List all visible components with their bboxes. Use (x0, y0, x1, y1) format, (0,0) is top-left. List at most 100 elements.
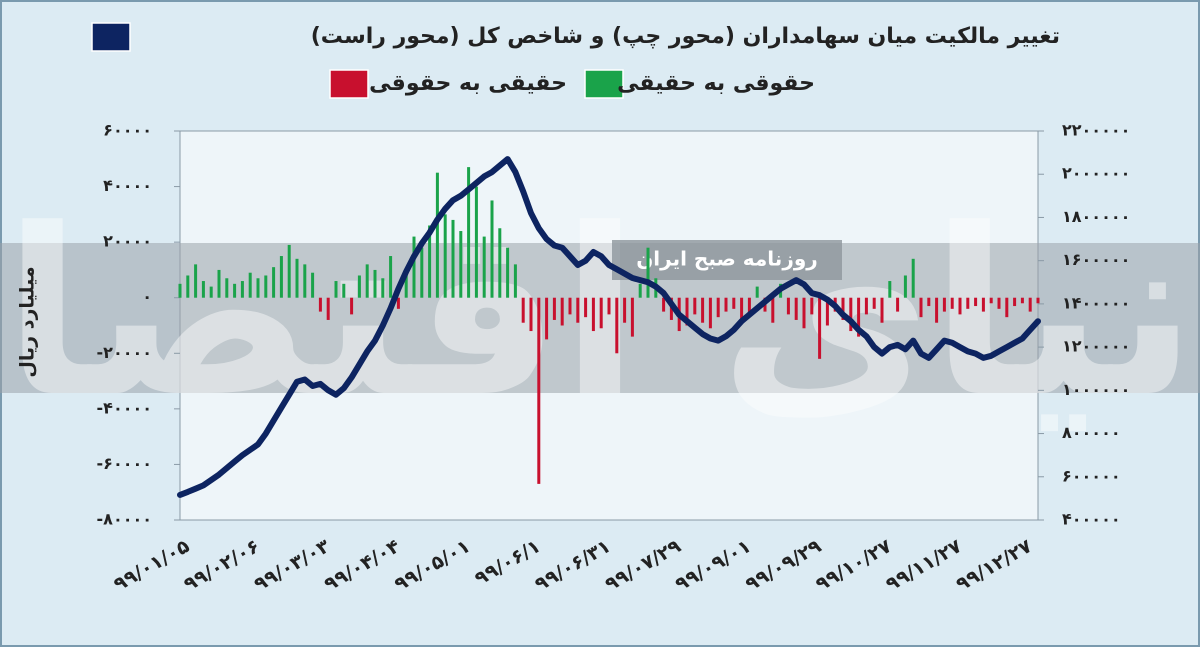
y2-tick-label: ۲۰۰۰۰۰۰ (1062, 164, 1130, 183)
bar (771, 297, 775, 323)
bar (615, 297, 619, 354)
y2-tick-label: ۱۴۰۰۰۰۰ (1062, 293, 1130, 312)
bar (240, 281, 244, 298)
bar (365, 264, 369, 298)
bar (451, 219, 455, 298)
bar (857, 297, 861, 337)
bar (646, 247, 650, 298)
bar (490, 200, 494, 298)
bar (864, 297, 868, 315)
bar (896, 297, 900, 312)
bar (513, 264, 517, 298)
bar (311, 272, 315, 298)
bar (568, 297, 572, 315)
y2-tick-label: ۴۰۰۰۰۰ (1062, 510, 1121, 529)
bar (350, 297, 354, 315)
y2-tick-label: ۲۲۰۰۰۰۰ (1062, 121, 1130, 140)
bar (576, 297, 580, 323)
bar (295, 258, 299, 298)
bar (318, 297, 322, 312)
bar (950, 297, 954, 309)
y-axis-label: میلیارد ریال (17, 266, 39, 377)
bar (716, 297, 720, 318)
legend-swatch (329, 69, 369, 99)
bar (373, 269, 377, 298)
bar (474, 186, 478, 298)
bar (529, 297, 533, 332)
y2-tick-label: ۱۲۰۰۰۰۰ (1062, 337, 1130, 356)
bar (256, 278, 260, 298)
y-tick-label: -۴۰۰۰۰ (97, 398, 152, 417)
bar (942, 297, 946, 312)
bar (981, 297, 985, 312)
bar (537, 297, 541, 484)
bar (747, 297, 751, 315)
bar (428, 225, 432, 298)
bar (225, 278, 229, 298)
y2-tick-label: ۱۰۰۰۰۰۰ (1062, 380, 1130, 399)
legend-swatch (584, 69, 624, 99)
y-tick-label: ۲۰۰۰۰ (103, 232, 152, 251)
y-tick-label: ۶۰۰۰۰ (103, 121, 152, 140)
bar (552, 297, 556, 320)
bar (786, 297, 790, 315)
bar (459, 231, 463, 298)
bar (1020, 297, 1024, 304)
y-tick-label: ۴۰۰۰۰ (103, 176, 152, 195)
bar (560, 297, 564, 326)
bar (662, 297, 666, 312)
bar (802, 297, 806, 329)
y2-tick-label: ۶۰۰۰۰۰ (1062, 466, 1121, 485)
bar (194, 264, 198, 298)
bar (334, 281, 338, 298)
bar (989, 297, 993, 304)
bar (1005, 297, 1009, 318)
y2-tick-label: ۱۶۰۰۰۰۰ (1062, 250, 1130, 269)
bar (389, 256, 393, 298)
y2-tick-label: ۱۸۰۰۰۰۰ (1062, 207, 1130, 226)
bar (927, 297, 931, 307)
bar (178, 283, 182, 298)
bar (623, 297, 627, 323)
bar (217, 269, 221, 298)
bar (630, 297, 634, 337)
bar (888, 281, 892, 298)
bar (638, 283, 642, 298)
legend-label: حقیقی به حقوقی (369, 71, 567, 96)
bar (186, 275, 190, 298)
bar (849, 297, 853, 332)
bar (404, 272, 408, 298)
bar (880, 297, 884, 323)
bar (724, 297, 728, 312)
bar (396, 297, 400, 309)
bar (841, 297, 845, 320)
y-tick-label: ۰ (142, 287, 152, 306)
bar (755, 286, 759, 298)
bar (685, 297, 689, 326)
bar (903, 275, 907, 298)
bar (911, 258, 915, 298)
bar (209, 286, 213, 298)
bar (591, 297, 595, 332)
bar (818, 297, 822, 359)
bar (740, 297, 744, 320)
bar (1013, 297, 1017, 307)
bar (935, 297, 939, 323)
bar (599, 297, 603, 329)
bar (506, 247, 510, 298)
y-tick-label: -۸۰۰۰۰ (97, 510, 152, 529)
watermark-box (612, 240, 842, 280)
y-tick-label: -۶۰۰۰۰ (97, 454, 152, 473)
bar (966, 297, 970, 309)
bar (974, 297, 978, 307)
bar (303, 264, 307, 298)
bar (872, 297, 876, 309)
bar (420, 247, 424, 298)
bar (732, 297, 736, 309)
bar (498, 228, 502, 298)
legend-title: تغییر مالکیت میان سهامداران (محور چپ) و … (311, 24, 1060, 49)
bar (958, 297, 962, 315)
bar (701, 297, 705, 323)
bar (794, 297, 798, 320)
